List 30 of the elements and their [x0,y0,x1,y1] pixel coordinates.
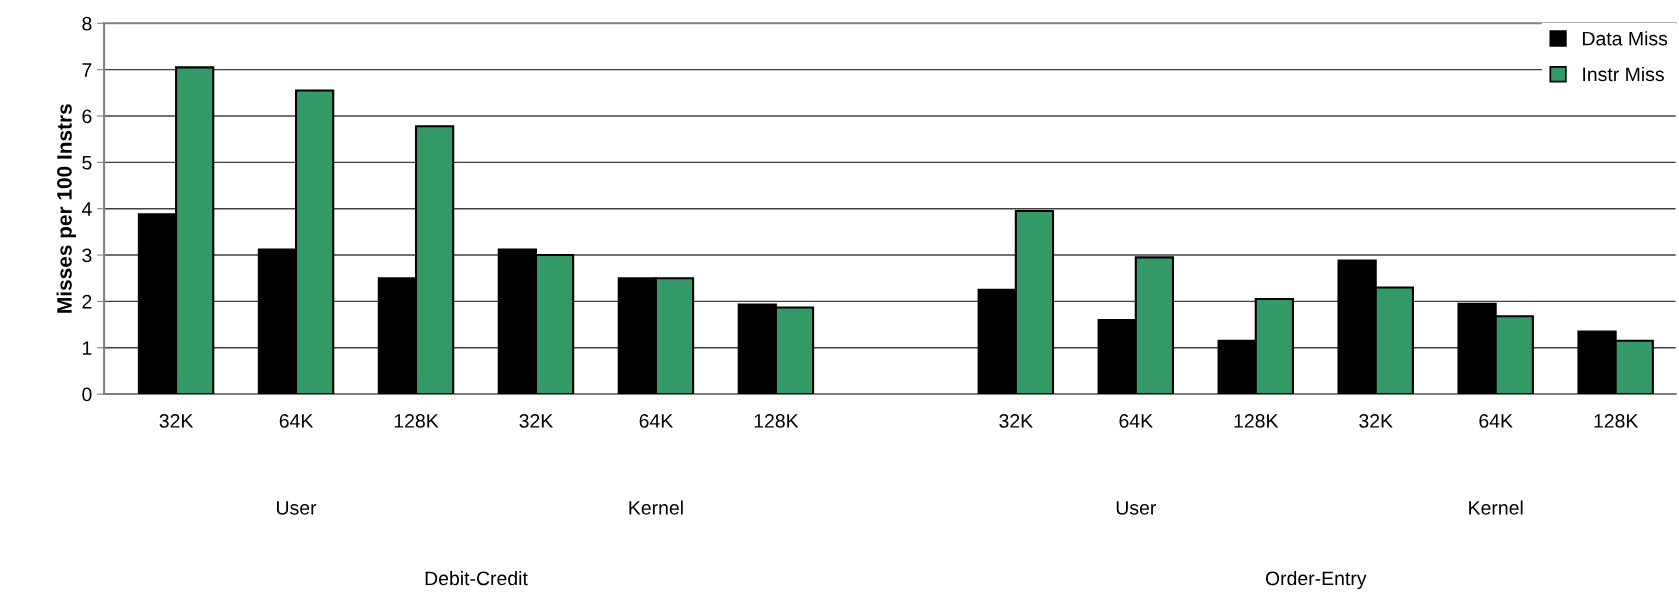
y-tick-label: 8 [82,16,92,31]
x-tick-label: 32K [159,414,194,428]
x-tick-label: 64K [1479,414,1513,428]
x-tick-label: 32K [999,414,1033,428]
y-tick-label: 4 [81,202,92,216]
y-axis-title: Misses per 100 Instrs [56,104,76,313]
x-tick-label: 128K [1594,414,1639,428]
text: Order-Entry [1265,571,1367,590]
y-tick-label: 2 [82,294,92,309]
x-tick-label: 128K [754,414,799,428]
y-tick-label: 0 [82,387,92,402]
text: Kernel [1469,500,1523,515]
x-tick-label: 128K [1234,414,1279,428]
legend-label: Instr Miss [1583,66,1664,82]
x-tick-label: 128K [394,414,439,428]
x-tick-label: 32K [1359,414,1393,428]
x-tick-label: 64K [1119,414,1153,428]
text: User [1116,501,1156,515]
text: Kernel [629,500,683,515]
x-tick-label: 32K [519,414,554,428]
text: Debit-Credit [425,571,528,586]
y-tick-label: 7 [82,63,92,77]
y-tick-label: 5 [82,156,92,170]
y-tick-label: 3 [82,248,92,263]
y-tick-label: 1 [82,341,92,355]
legend-label: Data Miss [1583,31,1668,46]
text: User [277,501,317,515]
y-tick-label: 6 [82,109,92,124]
x-tick-label: 64K [639,414,674,428]
x-tick-label: 64K [279,414,314,428]
